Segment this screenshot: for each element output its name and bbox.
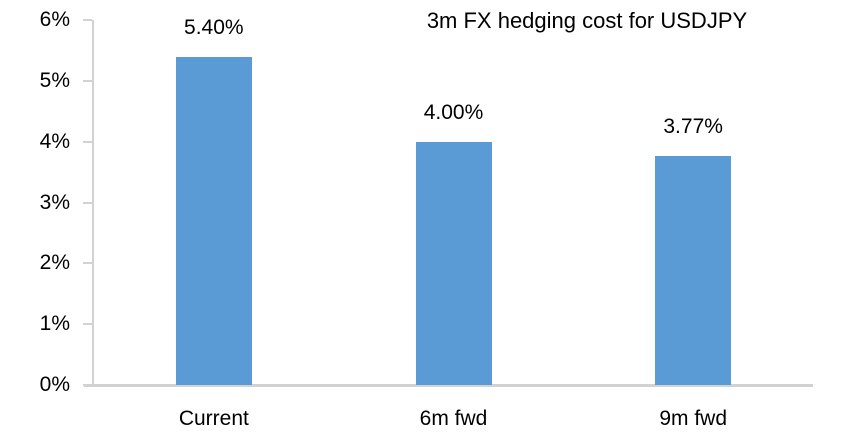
y-axis-tick	[83, 19, 92, 21]
y-axis-tick	[83, 201, 92, 204]
x-axis-category-label: 6m fwd	[419, 407, 488, 430]
y-axis-tick	[83, 79, 92, 82]
bar-value-label: 5.40%	[184, 15, 244, 39]
x-axis-category-label: 9m fwd	[659, 407, 727, 430]
y-axis-tick	[83, 384, 92, 386]
bar-6m-fwd	[415, 141, 492, 385]
y-axis-tick	[83, 140, 92, 143]
y-axis-tick	[83, 262, 92, 265]
y-axis-label: 2%	[39, 251, 70, 275]
y-axis-label: 0%	[39, 373, 70, 396]
x-axis-category-label: Current	[178, 407, 249, 430]
y-axis-line	[92, 20, 94, 385]
chart-title: 3m FX hedging cost for USDJPY	[426, 8, 748, 33]
y-axis-label: 5%	[39, 68, 70, 92]
y-axis-label: 3%	[39, 190, 70, 214]
plot-area: 0% 1% 2% 3% 4% 5% 6% 5.40% Current 4.00% 6m fwd 3.7…	[40, 8, 813, 430]
y-axis-label: 1%	[39, 312, 70, 336]
bar-current	[175, 56, 252, 385]
bar-value-label: 3.77%	[663, 114, 723, 138]
x-axis-line	[84, 384, 813, 387]
y-axis-label: 4%	[39, 129, 70, 153]
bar-9m-fwd	[655, 155, 732, 385]
y-axis-tick	[83, 323, 92, 326]
y-axis-label: 6%	[39, 8, 70, 31]
bar-value-label: 4.00%	[423, 100, 484, 124]
